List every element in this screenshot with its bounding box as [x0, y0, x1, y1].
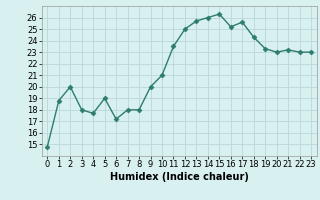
X-axis label: Humidex (Indice chaleur): Humidex (Indice chaleur): [110, 172, 249, 182]
